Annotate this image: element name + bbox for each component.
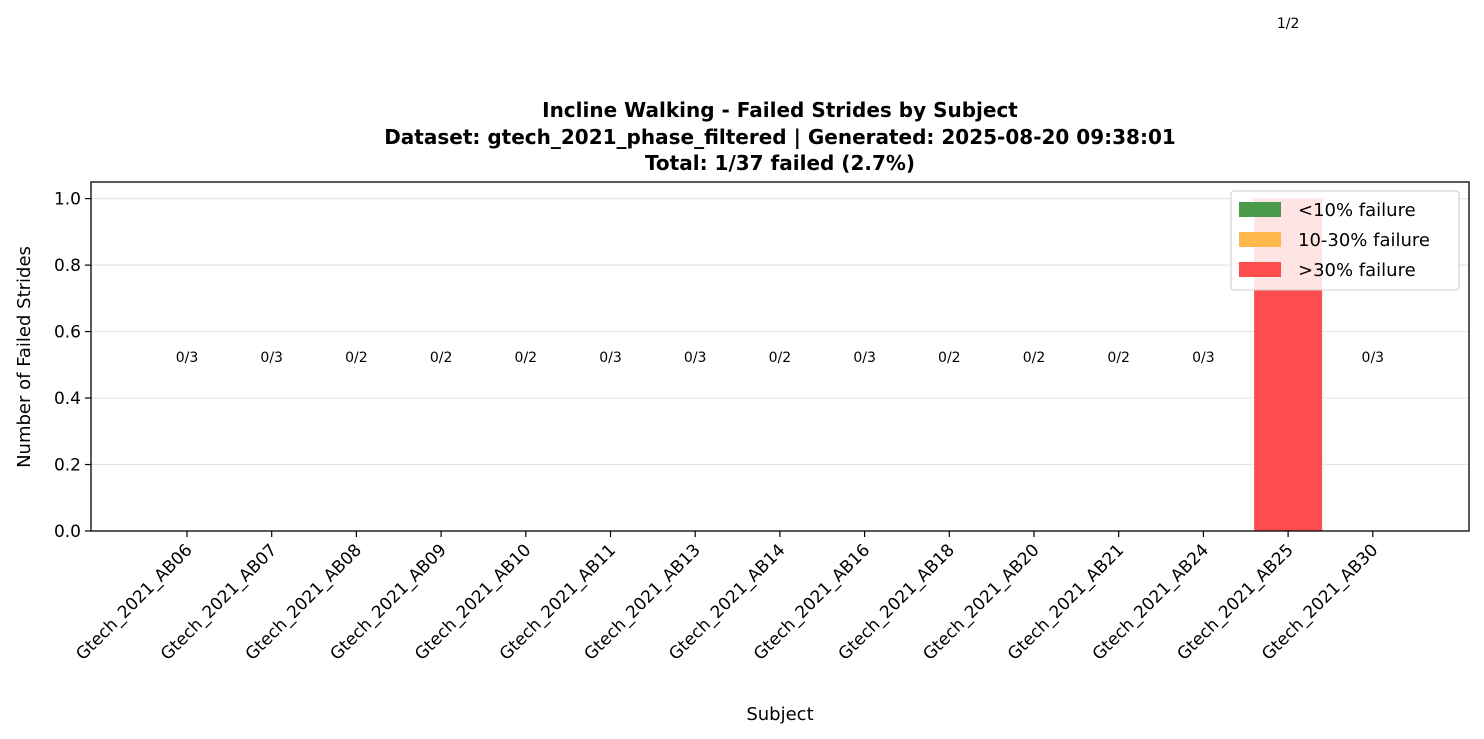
- bar-value-label: 0/2: [345, 350, 368, 366]
- bar-value-label: 0/2: [1107, 350, 1130, 366]
- y-axis-label: Number of Failed Strides: [14, 246, 35, 468]
- bar-value-labels: 0/3 0/3 0/2 0/2 0/2 0/3 0/3 0/2 0/3 0/2 0/2 0/2 0/3 1…: [176, 16, 1384, 366]
- bar-value-label: 0/3: [684, 350, 707, 366]
- bar-value-label: 0/2: [430, 350, 453, 366]
- y-tick-label: 0.0: [54, 522, 81, 542]
- y-axis-ticks: 0.0 0.2 0.4 0.6 0.8 1.0: [54, 190, 91, 542]
- legend-label-high: >30% failure: [1298, 260, 1416, 281]
- x-axis-ticks: Gtech_2021_AB06Gtech_2021_AB07Gtech_2021…: [72, 531, 1382, 665]
- y-tick-label: 1.0: [54, 190, 81, 210]
- y-tick-label: 0.8: [54, 256, 81, 276]
- bar-value-label: 0/2: [515, 350, 538, 366]
- bar-value-label: 0/2: [938, 350, 961, 366]
- bar-value-label: 0/3: [599, 350, 622, 366]
- chart-title-line-3: Total: 1/37 failed (2.7%): [645, 151, 915, 175]
- legend-box: [1230, 190, 1460, 291]
- legend-swatch-high: [1239, 262, 1281, 277]
- chart-title-line-2: Dataset: gtech_2021_phase_filtered | Gen…: [384, 125, 1176, 149]
- legend-label-mid: 10-30% failure: [1298, 230, 1430, 251]
- y-tick-label: 0.2: [54, 456, 81, 476]
- chart-title: Incline Walking - Failed Strides by Subj…: [384, 98, 1176, 175]
- bar-value-label: 0/3: [1192, 350, 1215, 366]
- chart-title-line-1: Incline Walking - Failed Strides by Subj…: [542, 98, 1018, 122]
- bar-value-label: 0/2: [1023, 350, 1046, 366]
- legend-label-low: <10% failure: [1298, 200, 1416, 221]
- legend: <10% failure 10-30% failure >30% failure: [1230, 190, 1460, 291]
- bar-value-label: 0/3: [260, 350, 283, 366]
- bar-value-label: 0/2: [769, 350, 792, 366]
- legend-swatch-mid: [1239, 232, 1281, 247]
- x-axis-label: Subject: [746, 704, 813, 725]
- bar-value-label: 1/2: [1277, 16, 1300, 32]
- bar-value-label: 0/3: [176, 350, 199, 366]
- y-tick-label: 0.6: [54, 323, 81, 343]
- y-tick-label: 0.4: [54, 389, 81, 409]
- legend-swatch-low: [1239, 202, 1281, 217]
- bar-value-label: 0/3: [853, 350, 876, 366]
- bar-value-label: 0/3: [1362, 350, 1385, 366]
